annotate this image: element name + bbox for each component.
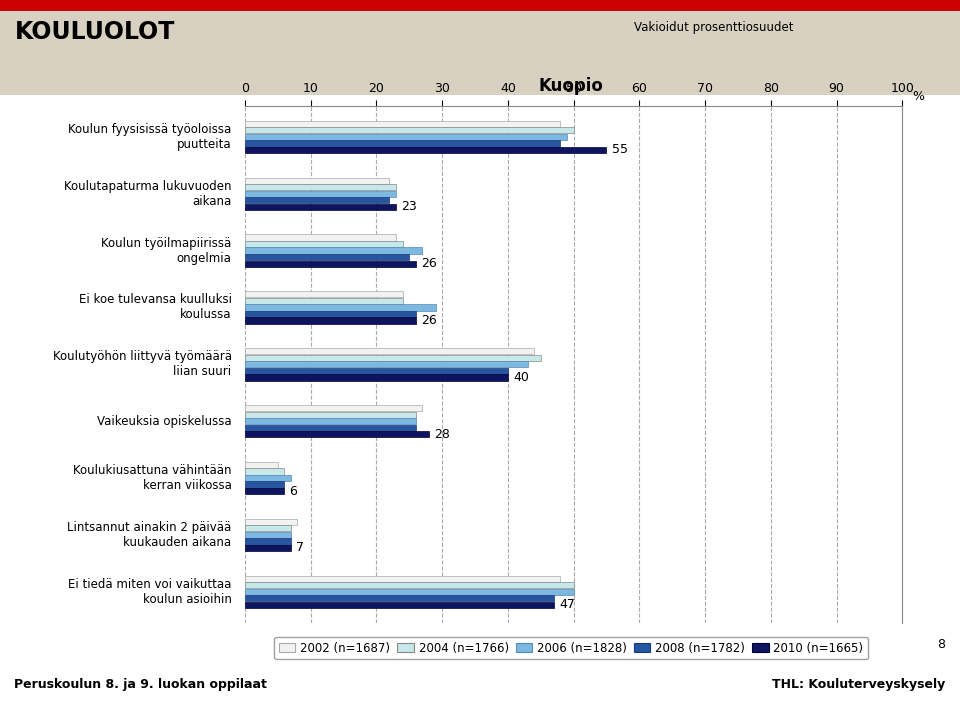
Bar (245, 304, 436, 310)
Text: 55: 55 (612, 144, 628, 156)
Text: Vakioidut prosenttiosuudet: Vakioidut prosenttiosuudet (634, 21, 793, 34)
Bar (245, 254, 409, 260)
Bar (245, 412, 416, 417)
Bar (245, 203, 396, 210)
Bar (245, 405, 422, 411)
Legend: 2002 (n=1687), 2004 (n=1766), 2006 (n=1828), 2008 (n=1782), 2010 (n=1665): 2002 (n=1687), 2004 (n=1766), 2006 (n=18… (275, 637, 868, 660)
Bar (245, 525, 291, 532)
Text: 23: 23 (401, 201, 417, 213)
Text: 28: 28 (434, 428, 450, 441)
Bar (245, 576, 561, 582)
Bar (245, 582, 574, 589)
Bar (245, 298, 402, 304)
Text: 26: 26 (421, 257, 437, 270)
Bar (245, 127, 574, 134)
Bar (245, 318, 416, 324)
Bar (245, 519, 298, 525)
Bar (245, 311, 416, 317)
Bar (245, 260, 416, 267)
Text: Kuopio: Kuopio (539, 77, 604, 95)
Text: 47: 47 (559, 598, 575, 611)
Bar (245, 248, 422, 253)
Bar (245, 241, 402, 247)
Bar (245, 532, 291, 538)
Bar (245, 120, 561, 127)
Bar (245, 468, 284, 474)
Bar (245, 147, 607, 153)
Text: %: % (912, 89, 924, 103)
Bar (245, 545, 291, 551)
Bar (245, 348, 534, 354)
Bar (245, 595, 554, 601)
Bar (245, 134, 567, 140)
Bar (245, 418, 416, 425)
Text: 8: 8 (938, 639, 946, 651)
Bar (245, 140, 561, 146)
Bar (245, 602, 554, 608)
Bar (245, 361, 528, 367)
Bar (245, 539, 291, 545)
Text: 7: 7 (296, 541, 304, 555)
Bar (245, 191, 396, 197)
Text: KOULUOLOT: KOULUOLOT (14, 20, 175, 44)
Bar (245, 475, 291, 481)
Text: 40: 40 (513, 371, 529, 384)
Bar (245, 482, 284, 488)
Bar (245, 425, 416, 431)
Bar (245, 355, 540, 361)
Text: Peruskoulun 8. ja 9. luokan oppilaat: Peruskoulun 8. ja 9. luokan oppilaat (14, 679, 267, 691)
Text: 6: 6 (290, 484, 298, 498)
Text: THL: Kouluterveyskysely: THL: Kouluterveyskysely (773, 679, 946, 691)
Bar (245, 184, 396, 190)
Bar (245, 291, 402, 298)
Bar (245, 462, 277, 468)
Text: 26: 26 (421, 314, 437, 327)
Bar (245, 375, 508, 380)
Bar (245, 589, 574, 595)
Bar (245, 431, 429, 437)
Bar (245, 234, 396, 241)
Bar (245, 197, 390, 203)
Bar (245, 367, 508, 374)
Bar (245, 488, 284, 494)
Bar (245, 177, 390, 184)
